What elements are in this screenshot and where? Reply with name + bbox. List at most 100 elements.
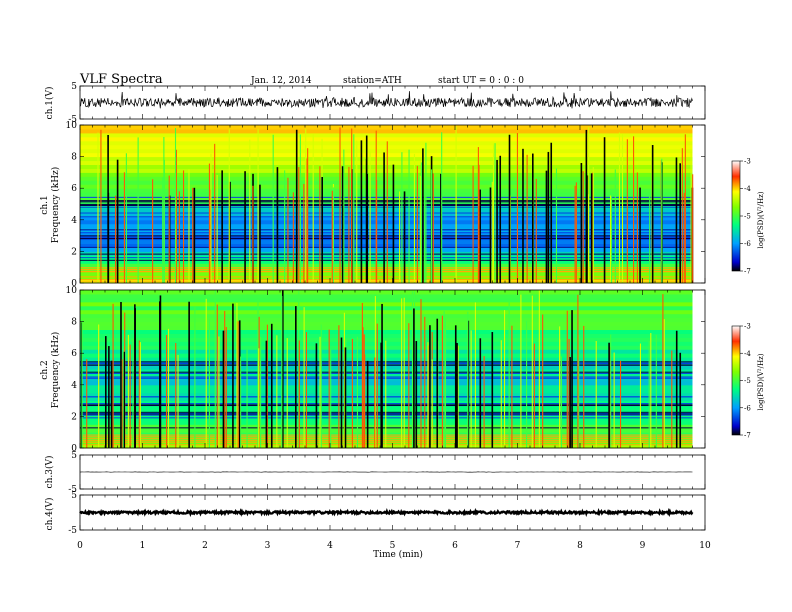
spectrogram-sferic <box>244 171 246 283</box>
spectrogram-sferic <box>225 327 227 448</box>
spectrogram-sferic <box>376 179 378 283</box>
spectrogram-sferic <box>210 153 212 283</box>
spectrogram-sferic <box>401 152 403 283</box>
spectrogram-row <box>80 160 693 165</box>
spectrogram-band-line <box>80 235 693 237</box>
spectrogram-sferic <box>258 348 260 448</box>
spectrogram-sferic <box>356 140 358 283</box>
spectrogram-sferic <box>330 349 332 448</box>
spectrogram-sferic <box>305 332 308 448</box>
spectrogram-row <box>80 164 693 169</box>
y-tick-label: 4 <box>71 216 77 226</box>
spectrogram-sferic <box>511 325 513 448</box>
spectrogram-sferic <box>392 164 395 283</box>
spectrogram-sferic <box>483 356 485 448</box>
spectrogram-sferic <box>574 185 576 283</box>
spectrogram-sferic <box>125 153 127 283</box>
spectrogram-sferic <box>257 298 259 448</box>
spectrogram-row <box>80 144 693 150</box>
spectrogram-sferic <box>443 310 445 448</box>
spectrogram-row <box>80 136 693 142</box>
spectrogram-sferic <box>500 340 502 448</box>
waveform-traces <box>79 91 694 518</box>
spectrogram-sferic <box>360 140 363 283</box>
spectrogram-sferic <box>455 126 457 283</box>
spectrogram-sferic <box>266 324 268 448</box>
spectrogram-sferic <box>636 172 638 283</box>
waveform-trace <box>79 507 694 518</box>
spectrogram-row <box>80 152 693 158</box>
spectrogram-sferic <box>420 162 422 283</box>
y-tick-label: -5 <box>68 115 77 125</box>
spectrogram-sferic <box>259 184 261 283</box>
spectrogram-sferic <box>385 340 387 448</box>
spectrogram-sferic <box>440 173 442 283</box>
spectrogram-sferic <box>577 294 579 448</box>
spectrogram-sferic <box>516 133 519 283</box>
spectrogram-sferic <box>575 182 577 283</box>
spectrogram-sferic <box>238 320 241 448</box>
spectrogram-row <box>80 207 693 213</box>
spectrogram-sferic <box>479 189 481 283</box>
spectrogram-sferic <box>550 142 553 283</box>
spectrogram-sferic <box>419 175 421 283</box>
spectrogram-sferic <box>436 318 439 448</box>
spectrogram-sferic <box>431 359 433 448</box>
spectrogram-sferic <box>249 139 251 283</box>
spectrogram-sferic <box>177 354 179 448</box>
spectrogram-sferic <box>282 290 284 448</box>
spectrogram-row <box>80 333 693 338</box>
spectrogram-row <box>80 271 693 276</box>
spectrogram-row <box>80 188 693 193</box>
spectrogram-sferic <box>648 340 650 448</box>
spectrogram-sferic <box>491 332 494 448</box>
spectrogram-sferic <box>441 315 443 448</box>
spectrogram-sferic <box>224 310 226 448</box>
waveform-trace <box>79 91 693 109</box>
spectrogram-band-line <box>80 229 693 231</box>
spectrogram-sferic <box>675 157 678 283</box>
spectrogram-row <box>80 301 693 307</box>
spectrogram-sferic <box>287 177 289 283</box>
spectrogram-sferic <box>175 149 177 283</box>
spectrogram-sferic <box>413 153 415 283</box>
x-tick-label: 6 <box>452 541 458 551</box>
x-tick-label: 10 <box>699 541 711 551</box>
spectrogram-sferic <box>162 177 164 283</box>
spectrogram-sferic <box>655 334 657 448</box>
spectrogram-sferic <box>477 147 479 283</box>
spectrogram-row <box>80 215 693 221</box>
spectrogram-row <box>80 329 693 334</box>
spectrogram-sferic <box>272 134 274 283</box>
colorbar-tick-label: -6 <box>744 240 751 248</box>
spectrogram-sferic <box>380 342 383 448</box>
y-tick-label: 5 <box>71 451 77 461</box>
spectrogram-sferic <box>168 175 170 283</box>
ch1-frequency-label: Frequency (kHz) <box>50 167 61 244</box>
spectrogram-band-line <box>80 206 693 208</box>
colorbar-tick-label: -4 <box>744 350 751 358</box>
spectrogram-sferic <box>690 151 692 283</box>
spectrogram-sferic <box>134 304 136 448</box>
spectrogram-sferic <box>167 328 170 448</box>
spectrogram-sferic <box>100 129 102 283</box>
spectrogram-row <box>80 172 693 177</box>
x-tick-label: 8 <box>577 541 583 551</box>
spectrogram-sferic <box>178 191 180 283</box>
spectrogram-row <box>80 219 693 225</box>
spectrogram-sferic <box>639 187 641 283</box>
x-tick-label: 3 <box>265 541 271 551</box>
spectrogram-row <box>80 313 693 319</box>
spectrogram-sferic <box>545 170 548 283</box>
spectrogram-sferic <box>416 165 418 283</box>
y-tick-label: -5 <box>68 485 77 495</box>
spectrogram-sferic <box>408 149 410 283</box>
y-tick-label: 8 <box>71 153 77 163</box>
spectrogram-sferic <box>478 164 480 283</box>
spectrogram-band-line <box>80 257 693 259</box>
spectrogram-sferic <box>344 347 347 448</box>
spectrogram-sferic <box>305 128 307 283</box>
spectrogram-row <box>80 231 693 237</box>
ch1-voltage-label: ch.1(V) <box>44 87 55 120</box>
spectrogram-sferic <box>494 143 496 283</box>
